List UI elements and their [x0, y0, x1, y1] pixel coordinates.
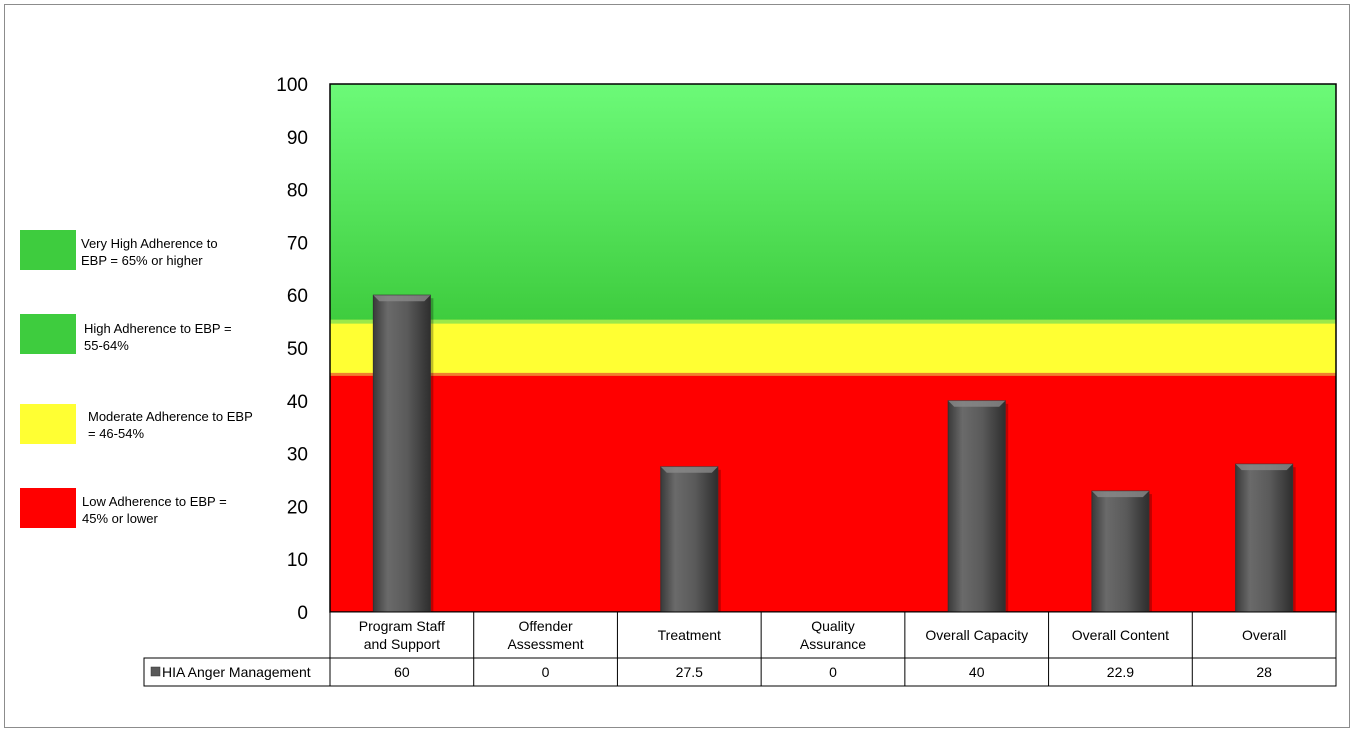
category-label: Overall: [1242, 627, 1286, 643]
data-value-label: 22.9: [1107, 664, 1134, 680]
legend-swatch-high: [20, 314, 76, 354]
y-tick-label: 20: [287, 497, 308, 518]
bar-series: [372, 294, 1296, 613]
y-tick-label: 90: [287, 128, 308, 149]
legend-swatch-low: [20, 488, 76, 528]
data-value-label: 60: [394, 664, 410, 680]
legend-label-line: 45% or lower: [82, 511, 158, 526]
category-label: Quality: [811, 618, 855, 634]
bar-bevel: [1235, 464, 1293, 471]
y-tick-label: 0: [297, 603, 308, 624]
band-1: [330, 321, 1336, 375]
bar: [1235, 463, 1294, 613]
y-tick-label: 80: [287, 181, 308, 202]
bar: [1091, 490, 1150, 613]
y-tick-label: 70: [287, 233, 308, 254]
y-tick-label: 40: [287, 392, 308, 413]
data-table: Program Staff and Support Offender Assessme…: [143, 611, 1337, 687]
legend-label-line: Very High Adherence to: [81, 236, 218, 251]
legend-label-line: 55-64%: [84, 338, 129, 353]
legend-label-low: Low Adherence to EBP = 45% or lower: [82, 493, 282, 527]
data-value-label: 27.5: [676, 664, 703, 680]
y-tick-label: 50: [287, 339, 308, 360]
y-tick-label: 100: [276, 75, 308, 96]
legend-label-line: Low Adherence to EBP =: [82, 494, 227, 509]
bar-bevel: [1091, 491, 1149, 498]
legend-label-high: High Adherence to EBP = 55-64%: [84, 320, 284, 354]
y-axis: 0 10 20 30 40 50 60 70 80 90 100: [276, 75, 308, 624]
category-label: Overall Capacity: [925, 627, 1028, 643]
table-value-row: [143, 657, 1337, 687]
category-label: Treatment: [658, 627, 721, 643]
data-value-label: 0: [542, 664, 550, 680]
plot-area: [329, 83, 1337, 613]
bar: [372, 294, 431, 613]
legend-label-line: High Adherence to EBP =: [84, 321, 232, 336]
legend-swatch-very-high: [20, 230, 76, 270]
y-tick-label: 30: [287, 445, 308, 466]
data-value-label: 40: [969, 664, 985, 680]
bar-bevel: [948, 400, 1006, 407]
series-key-swatch: [150, 666, 161, 677]
band-2: [330, 84, 1336, 322]
category-label: Offender: [518, 618, 573, 634]
legend-label-line: Moderate Adherence to EBP: [88, 409, 253, 424]
series-name: HIA Anger Management: [162, 664, 311, 680]
category-label: Overall Content: [1072, 627, 1169, 643]
y-tick-label: 60: [287, 286, 308, 307]
legend-label-line: = 46-54%: [88, 426, 145, 441]
band-0: [330, 374, 1336, 612]
legend-label-very-high: Very High Adherence to EBP = 65% or high…: [81, 235, 281, 269]
category-label: Program Staff: [359, 618, 445, 634]
table-header-row: [329, 611, 1337, 659]
y-tick-label: 10: [287, 550, 308, 571]
data-value-label: 28: [1256, 664, 1272, 680]
bar-bevel: [660, 466, 718, 473]
legend-label-line: EBP = 65% or higher: [81, 253, 203, 268]
category-label: Assurance: [800, 636, 866, 652]
category-label: and Support: [364, 636, 440, 652]
bar: [660, 466, 719, 613]
bar: [947, 400, 1006, 613]
legend-swatch-moderate: [20, 404, 76, 444]
bar-bevel: [373, 295, 431, 302]
legend-label-moderate: Moderate Adherence to EBP = 46-54%: [88, 408, 288, 442]
category-label: Assessment: [507, 636, 583, 652]
data-value-label: 0: [829, 664, 837, 680]
